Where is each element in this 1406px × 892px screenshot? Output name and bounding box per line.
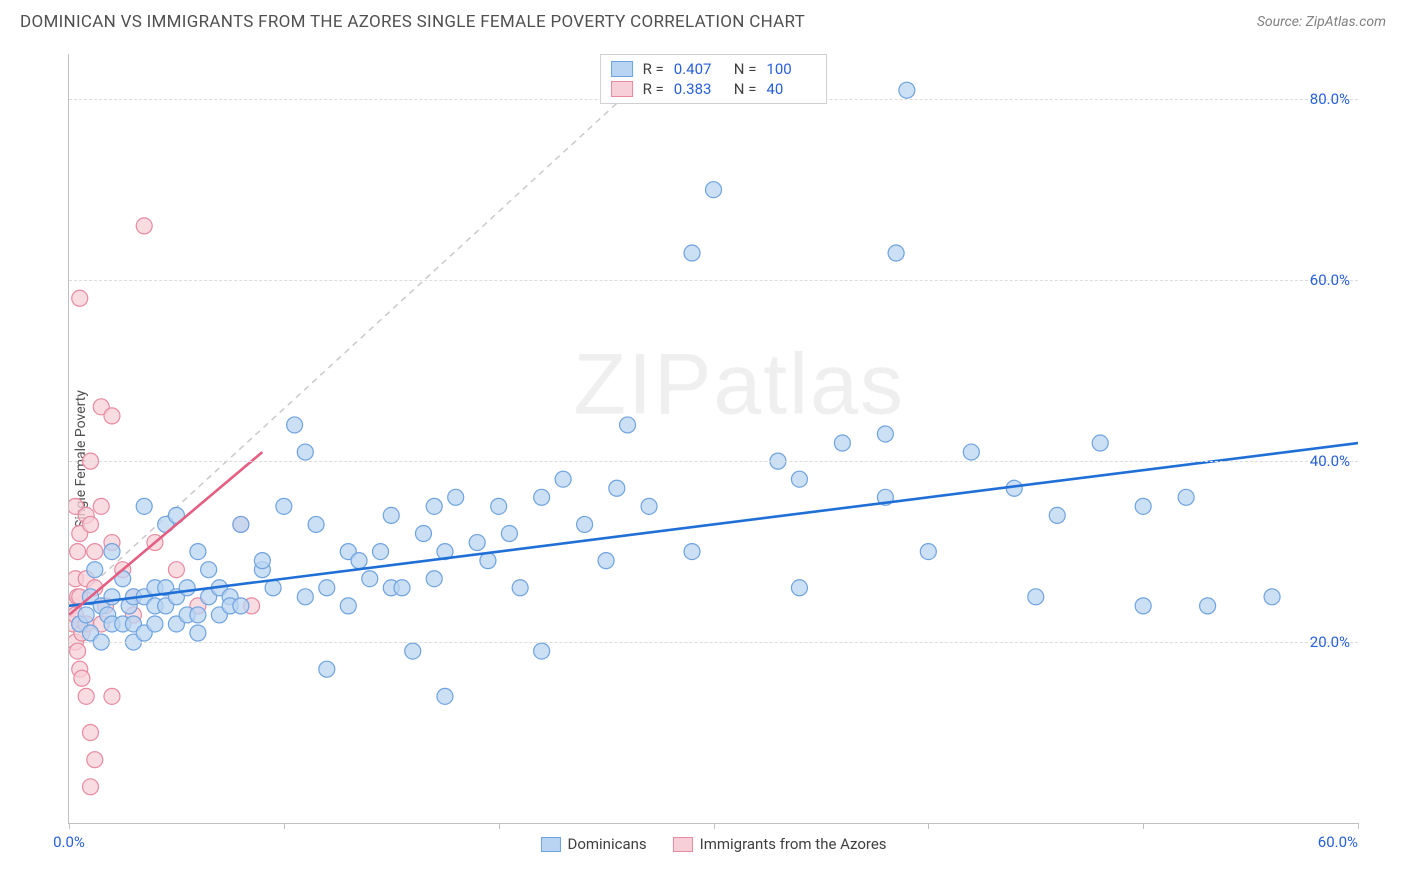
- legend-swatch: [540, 837, 560, 852]
- legend-r-value: 0.407: [674, 60, 724, 78]
- chart-source: Source: ZipAtlas.com: [1257, 14, 1386, 30]
- plot-area: ZIPatlas R = 0.407 N = 100 R = 0.383 N =…: [68, 54, 1358, 824]
- y-tick-label: 20.0%: [1310, 633, 1350, 651]
- legend-swatch: [611, 81, 633, 97]
- scatter-overlay: [69, 54, 1358, 823]
- x-tick-mark: [714, 823, 715, 829]
- gridline: [69, 642, 1358, 643]
- legend-n-label: N =: [734, 60, 757, 78]
- legend-swatch: [611, 61, 633, 77]
- watermark: ZIPatlas: [574, 335, 905, 434]
- x-tick-mark: [1358, 823, 1359, 829]
- legend-series: Dominicans Immigrants from the Azores: [540, 835, 886, 853]
- legend-correlation: R = 0.407 N = 100 R = 0.383 N = 40: [600, 54, 828, 104]
- x-tick-label: 0.0%: [53, 833, 85, 851]
- y-tick-label: 80.0%: [1310, 90, 1350, 108]
- legend-row: R = 0.407 N = 100: [611, 59, 817, 79]
- legend-series-item: Immigrants from the Azores: [673, 835, 887, 853]
- x-tick-mark: [284, 823, 285, 829]
- legend-series-label: Dominicans: [567, 835, 646, 853]
- legend-r-value: 0.383: [674, 80, 724, 98]
- y-tick-label: 40.0%: [1310, 452, 1350, 470]
- legend-swatch: [673, 837, 693, 852]
- legend-r-label: R =: [643, 80, 664, 98]
- chart-container: Single Female Poverty ZIPatlas R = 0.407…: [20, 44, 1386, 874]
- legend-series-label: Immigrants from the Azores: [700, 835, 887, 853]
- x-tick-mark: [1143, 823, 1144, 829]
- x-tick-mark: [928, 823, 929, 829]
- legend-n-value: 40: [766, 80, 816, 98]
- x-tick-label: 60.0%: [1318, 833, 1358, 851]
- legend-n-value: 100: [766, 60, 816, 78]
- chart-title: DOMINICAN VS IMMIGRANTS FROM THE AZORES …: [20, 12, 805, 32]
- gridline: [69, 461, 1358, 462]
- legend-row: R = 0.383 N = 40: [611, 79, 817, 99]
- x-tick-mark: [499, 823, 500, 829]
- legend-n-label: N =: [734, 80, 757, 98]
- legend-r-label: R =: [643, 60, 664, 78]
- chart-header: DOMINICAN VS IMMIGRANTS FROM THE AZORES …: [0, 0, 1406, 38]
- x-tick-mark: [69, 823, 70, 829]
- gridline: [69, 280, 1358, 281]
- legend-series-item: Dominicans: [540, 835, 646, 853]
- y-tick-label: 60.0%: [1310, 271, 1350, 289]
